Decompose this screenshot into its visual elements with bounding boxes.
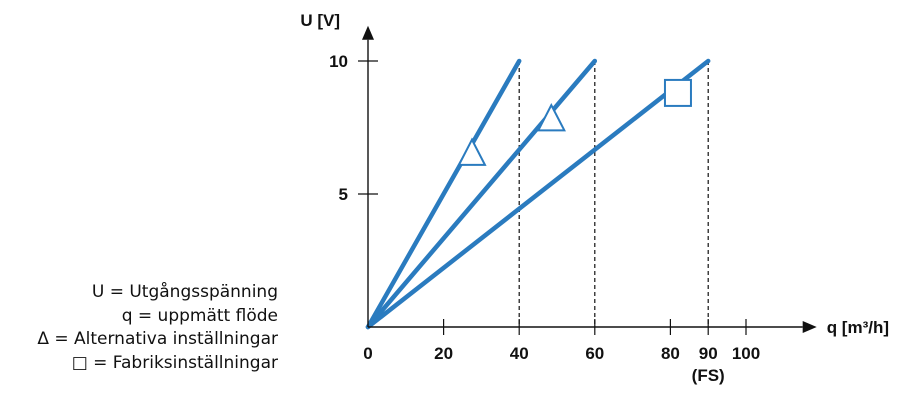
legend-item-q: q = uppmätt flöde [121,305,278,326]
x-tick-label: 40 [510,344,529,363]
x-tick-label: 0 [363,344,372,363]
y-axis-label: U [V] [300,11,340,30]
series-markers [457,78,692,166]
x-tick-label: 60 [585,344,604,363]
legend-item-alternative: Δ = Alternativa inställningar [37,329,278,349]
reference-dashed-lines [518,61,709,327]
y-tick-label: 10 [329,52,348,71]
x-tick-label: 20 [434,344,453,363]
series-line-1 [365,58,522,330]
axes [362,25,817,333]
series-line-3 [365,58,711,330]
x-tick-label: 90 [699,344,718,363]
series-line-2 [365,58,598,330]
triangle-marker [536,102,566,132]
triangle-marker [457,137,487,166]
series-lines [365,58,711,330]
y-tick-label: 5 [339,185,348,204]
fs-label: (FS) [692,366,725,385]
x-tick-label: 100 [732,344,760,363]
tick-marks: 0 20 40 60 80 90 100 5 10 [329,52,760,363]
y-axis-arrow [362,25,374,40]
square-marker [663,78,692,107]
x-axis-label: q [m³/h] [827,318,889,337]
legend: U = Utgångsspänning q = uppmätt flöde Δ … [37,281,278,375]
x-tick-label: 80 [661,344,680,363]
legend-item-factory: □ = Fabriksinställningar [71,352,278,373]
legend-item-u: U = Utgångsspänning [91,282,278,302]
x-axis-arrow [802,321,817,333]
